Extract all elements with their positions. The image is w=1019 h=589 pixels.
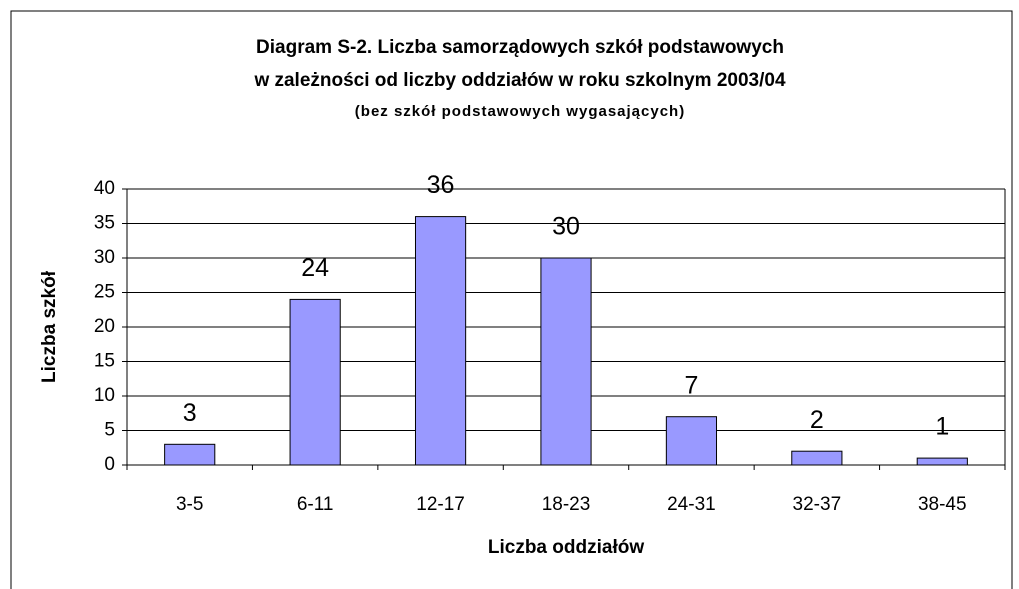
bar bbox=[665, 416, 718, 466]
chart-subtitle: (bez szkół podstawowych wygasających) bbox=[355, 103, 685, 120]
x-tick-label: 3-5 bbox=[176, 494, 203, 515]
data-label: 36 bbox=[427, 171, 455, 199]
data-label: 1 bbox=[935, 413, 949, 441]
chart-title: w zależności od liczby oddziałów w roku … bbox=[253, 70, 786, 91]
bar bbox=[414, 216, 467, 466]
data-label: 7 bbox=[684, 371, 698, 399]
bar bbox=[540, 257, 592, 466]
y-tick-label: 20 bbox=[94, 316, 115, 337]
x-tick-label: 18-23 bbox=[542, 494, 591, 515]
x-tick-label: 38-45 bbox=[918, 494, 967, 515]
bar bbox=[916, 457, 968, 466]
y-axis-label: Liczba szkół bbox=[39, 270, 60, 383]
bar bbox=[791, 450, 843, 466]
x-tick-label: 32-37 bbox=[793, 494, 842, 515]
y-tick-label: 5 bbox=[104, 420, 115, 441]
y-tick-label: 10 bbox=[94, 385, 115, 406]
data-label: 30 bbox=[552, 213, 580, 241]
y-tick-label: 35 bbox=[94, 213, 115, 234]
data-label: 3 bbox=[183, 399, 197, 427]
data-label: 24 bbox=[301, 254, 329, 282]
y-tick-label: 40 bbox=[94, 178, 115, 199]
y-tick-label: 15 bbox=[94, 351, 115, 372]
x-tick-label: 24-31 bbox=[667, 494, 716, 515]
chart-title: Diagram S-2. Liczba samorządowych szkół … bbox=[256, 37, 784, 58]
y-tick-label: 25 bbox=[94, 282, 115, 303]
data-label: 2 bbox=[810, 406, 824, 434]
bar bbox=[164, 443, 216, 466]
y-tick-label: 0 bbox=[104, 454, 115, 475]
x-tick-label: 6-11 bbox=[297, 494, 334, 515]
bar bbox=[289, 298, 341, 466]
y-tick-label: 30 bbox=[94, 247, 115, 268]
chart-frame bbox=[10, 10, 1013, 589]
x-tick-label: 12-17 bbox=[416, 494, 465, 515]
x-axis-label: Liczba oddziałów bbox=[488, 537, 644, 558]
